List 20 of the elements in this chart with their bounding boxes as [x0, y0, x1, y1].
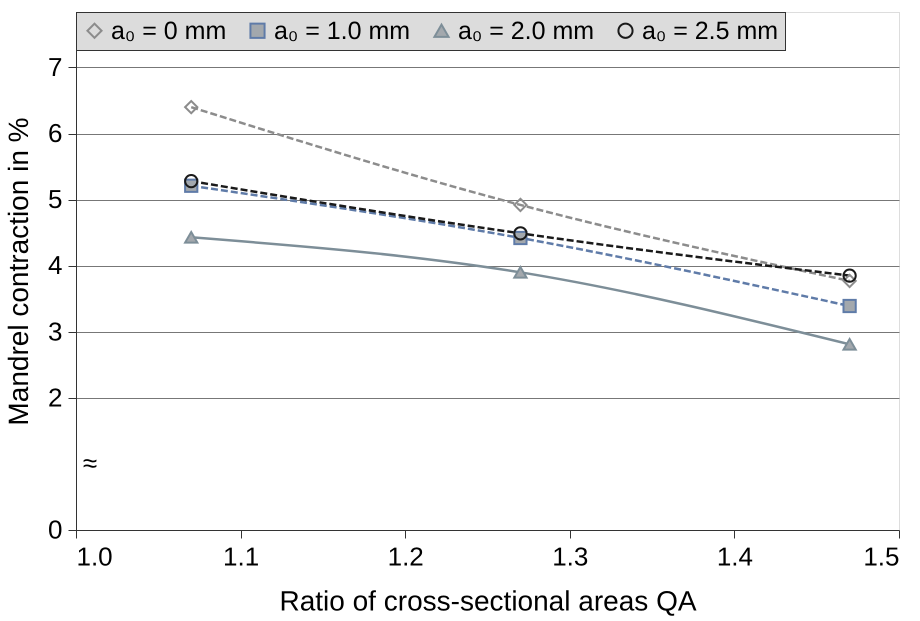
x-tick-label: 1.5 — [863, 542, 900, 572]
x-tick-label: 1.2 — [388, 542, 424, 572]
y-tick-label: 0 — [48, 514, 62, 544]
legend-label: a₀ = 2.0 mm — [458, 16, 594, 45]
y-tick-label: 7 — [48, 52, 62, 82]
legend-label: a₀ = 0 mm — [111, 16, 226, 45]
x-tick-label: 1.3 — [552, 542, 588, 572]
y-tick-label: 6 — [48, 118, 62, 148]
y-tick-label: 5 — [48, 184, 62, 214]
x-tick-label: 1.4 — [716, 542, 753, 572]
x-tick-label: 1.1 — [223, 542, 260, 572]
x-axis-title: Ratio of cross-sectional areas QA — [279, 586, 697, 616]
annotation: ≈ — [82, 448, 98, 478]
y-axis-title: Mandrel contraction in % — [3, 117, 34, 426]
y-tick-label: 4 — [48, 250, 62, 280]
legend-label: a₀ = 1.0 mm — [274, 16, 410, 45]
y-tick-label: 3 — [48, 316, 62, 346]
legend-label: a₀ = 2.5 mm — [642, 16, 778, 45]
x-tick-label: 1.0 — [76, 542, 113, 572]
y-tick-label: 2 — [48, 382, 62, 412]
